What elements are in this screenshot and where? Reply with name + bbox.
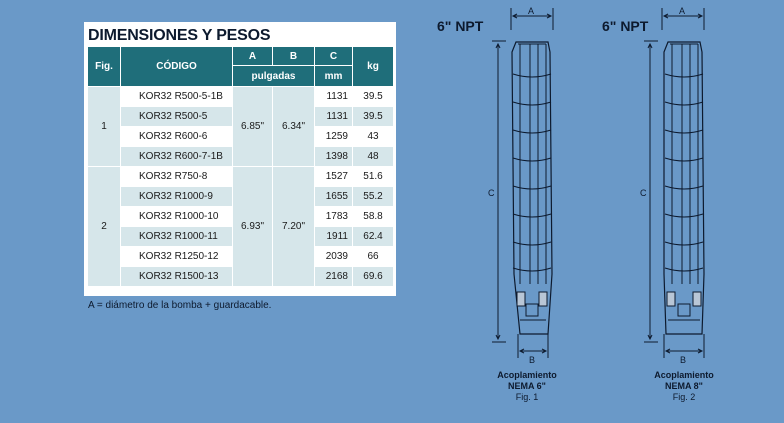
dim-b-label: B [680,355,686,365]
table-row: 1 KOR32 R500-5-1B 6.85" 6.34" 1131 39.5 [87,86,394,167]
kg-cell: 43 [352,126,394,147]
code-cell: KOR32 R500-5-1B [120,86,233,107]
code-cell: KOR32 R600-6 [120,126,233,147]
kg-cell: 69.6 [352,266,394,287]
dim-c-label: C [640,188,647,198]
header-fig: Fig. [87,46,121,87]
c-cell: 2039 [314,246,353,267]
c-cell: 1527 [314,166,353,187]
dim-b-label: B [529,355,535,365]
b-cell: 6.34" [272,86,315,167]
code-cell: KOR32 R750-8 [120,166,233,187]
c-cell: 1911 [314,226,353,247]
page-title: DIMENSIONES Y PESOS [88,27,271,44]
nema-label: NEMA 8" [665,381,703,391]
header-b: B [272,46,315,66]
fig-label: Fig. 1 [515,392,539,402]
coupling-label: Acoplamiento [497,370,557,380]
c-cell: 2168 [314,266,353,287]
header-mm: mm [314,65,353,87]
header-a: A [232,46,273,66]
header-c: C [314,46,353,66]
caption-fig2: Acoplamiento NEMA 8" Fig. 2 [634,370,734,403]
table-row: KOR32 R1000-10 1783 58.8 [88,206,394,227]
c-cell: 1259 [314,126,353,147]
a-cell: 6.85" [232,86,273,167]
pump-drawing-fig1: A C B [488,6,554,365]
fig-cell: 1 [87,86,121,167]
table-row: KOR32 R600-6 1259 43 [88,126,394,147]
code-cell: KOR32 R500-5 [120,106,233,127]
table-row: KOR32 R1000-11 1911 62.4 [88,226,394,247]
caption-fig1: Acoplamiento NEMA 6" Fig. 1 [477,370,577,403]
dimensions-table: Fig. CÓDIGO A B C kg pulgadas mm 1 KOR32… [87,46,394,287]
c-cell: 1398 [314,146,353,167]
c-cell: 1783 [314,206,353,227]
dim-a-label: A [679,6,685,16]
kg-cell: 55.2 [352,186,394,207]
kg-cell: 39.5 [352,106,394,127]
header-kg: kg [352,46,394,87]
dim-a-label: A [528,6,534,16]
header-pulgadas: pulgadas [232,65,315,87]
code-cell: KOR32 R600-7-1B [120,146,233,167]
table-row: KOR32 R600-7-1B 1398 48 [88,146,394,167]
table-row: KOR32 R1250-12 2039 66 [88,246,394,267]
footnote: A = diámetro de la bomba + guardacable. [88,300,272,311]
c-cell: 1131 [314,106,353,127]
code-cell: KOR32 R1000-11 [120,226,233,247]
table-row: KOR32 R1500-13 2168 69.6 [88,266,394,287]
nema-label: NEMA 6" [508,381,546,391]
npt-label: 6" NPT [437,18,484,34]
c-cell: 1655 [314,186,353,207]
kg-cell: 48 [352,146,394,167]
kg-cell: 62.4 [352,226,394,247]
kg-cell: 51.6 [352,166,394,187]
code-cell: KOR32 R1000-10 [120,206,233,227]
kg-cell: 58.8 [352,206,394,227]
table-row: KOR32 R500-5 1131 39.5 [88,106,394,127]
c-cell: 1131 [314,86,353,107]
coupling-label: Acoplamiento [654,370,714,380]
code-cell: KOR32 R1500-13 [120,266,233,287]
a-cell: 6.93" [232,166,273,287]
kg-cell: 66 [352,246,394,267]
fig-cell: 2 [87,166,121,287]
table-row: 2 KOR32 R750-8 6.93" 7.20" 1527 51.6 [87,166,394,287]
b-cell: 7.20" [272,166,315,287]
dim-c-label: C [488,188,495,198]
npt-label: 6" NPT [602,18,649,34]
kg-cell: 39.5 [352,86,394,107]
pump-drawing-fig2: A C B [640,6,705,365]
header-codigo: CÓDIGO [120,46,233,87]
code-cell: KOR32 R1250-12 [120,246,233,267]
fig-label: Fig. 2 [672,392,696,402]
code-cell: KOR32 R1000-9 [120,186,233,207]
